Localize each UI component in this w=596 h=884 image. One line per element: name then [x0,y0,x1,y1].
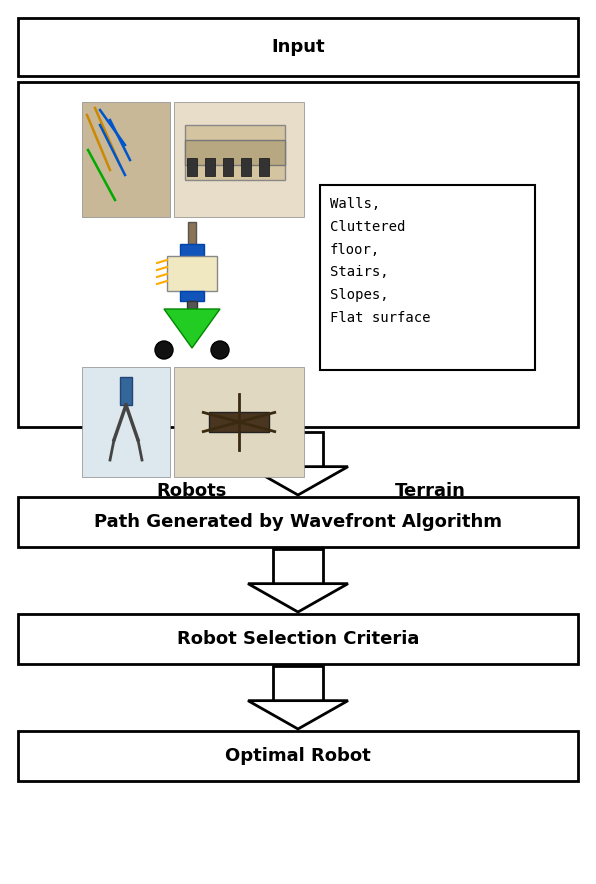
Bar [205,158,215,176]
Bar [18,18,578,76]
Text: Walls,
Cluttered
floor,
Stairs,
Slopes,
Flat surface: Walls, Cluttered floor, Stairs, Slopes, … [330,197,430,325]
Polygon shape [248,583,348,612]
Bar [187,301,197,309]
Bar [273,549,323,583]
Text: Optimal Robot: Optimal Robot [225,747,371,765]
Bar [18,614,578,664]
Bar [187,158,197,176]
Bar [18,82,578,427]
Text: Terrain: Terrain [395,482,465,500]
Bar [18,731,578,781]
Bar [174,367,304,477]
Polygon shape [248,701,348,729]
Text: Input: Input [271,38,325,56]
Bar [82,367,170,477]
Bar [185,125,285,180]
Bar [209,412,269,432]
Bar [180,244,204,256]
Text: Robots: Robots [157,482,227,500]
Text: Robot Selection Criteria: Robot Selection Criteria [177,630,419,648]
Bar [82,102,170,217]
Circle shape [211,341,229,359]
Bar [185,140,285,165]
Text: Path Generated by Wavefront Algorithm: Path Generated by Wavefront Algorithm [94,513,502,531]
Polygon shape [248,467,348,495]
Bar [167,256,217,291]
Bar [259,158,269,176]
Polygon shape [164,309,220,348]
Bar [273,666,323,701]
Bar [223,158,233,176]
Bar [174,102,304,217]
Bar [120,377,132,405]
Bar [188,222,196,244]
Bar [18,497,578,547]
Bar [241,158,251,176]
Circle shape [155,341,173,359]
Bar [180,291,204,301]
Bar [320,185,535,370]
Bar [273,432,323,467]
